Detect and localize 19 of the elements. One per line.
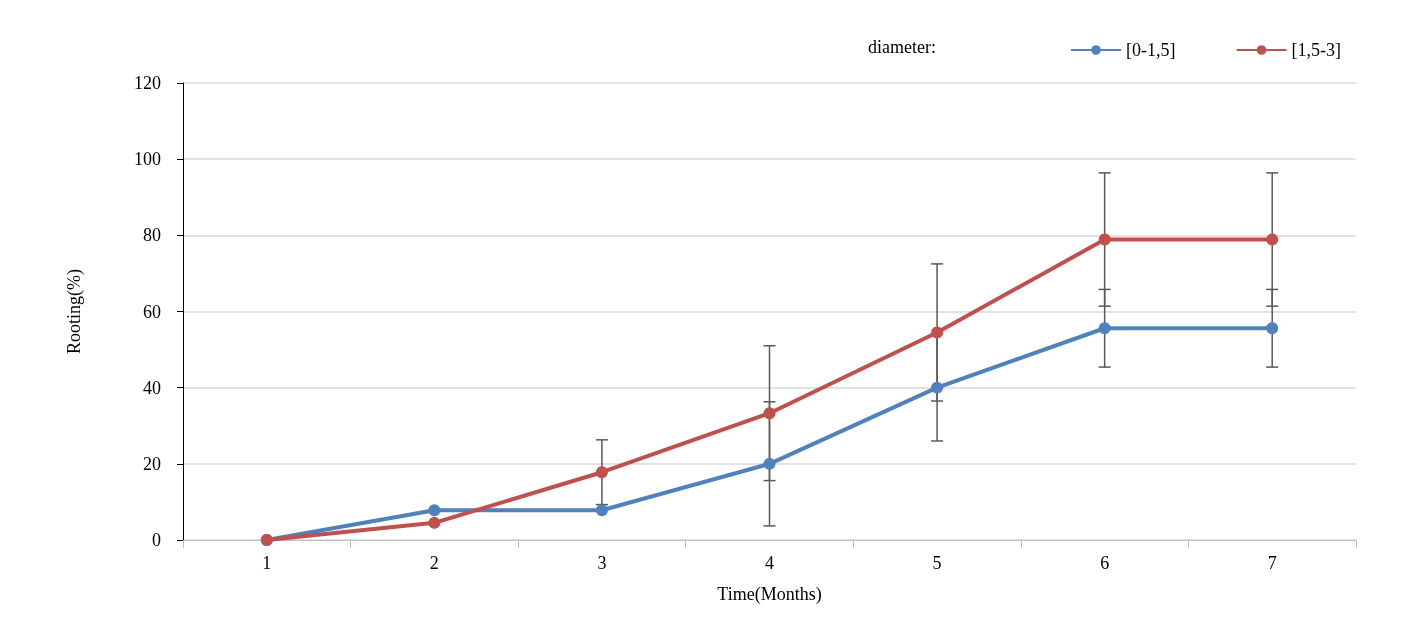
y-tick-label: 60 [143, 301, 161, 322]
legend-label: [0-1,5] [1126, 40, 1176, 60]
x-tick-label: 4 [765, 553, 774, 573]
x-tick-label: 3 [597, 553, 607, 573]
legend-title: diameter: [868, 37, 936, 57]
y-tick-label: 120 [134, 73, 161, 93]
y-tick-label: 100 [134, 149, 161, 170]
x-tick-label: 2 [429, 553, 439, 573]
y-tick-label: 40 [143, 377, 161, 398]
x-tick-label: 1 [262, 553, 272, 573]
x-tick-label: 6 [1100, 553, 1110, 573]
y-tick-label: 80 [143, 225, 161, 246]
y-axis-title: Rooting(%) [64, 269, 85, 354]
x-tick-label: 7 [1267, 553, 1277, 573]
y-tick-label: 20 [143, 453, 161, 474]
x-tick-label: 5 [932, 553, 942, 573]
legend-label: [1,5-3] [1291, 40, 1341, 60]
x-axis-title: Time(Months) [717, 584, 822, 605]
y-tick-label: 0 [152, 530, 161, 550]
